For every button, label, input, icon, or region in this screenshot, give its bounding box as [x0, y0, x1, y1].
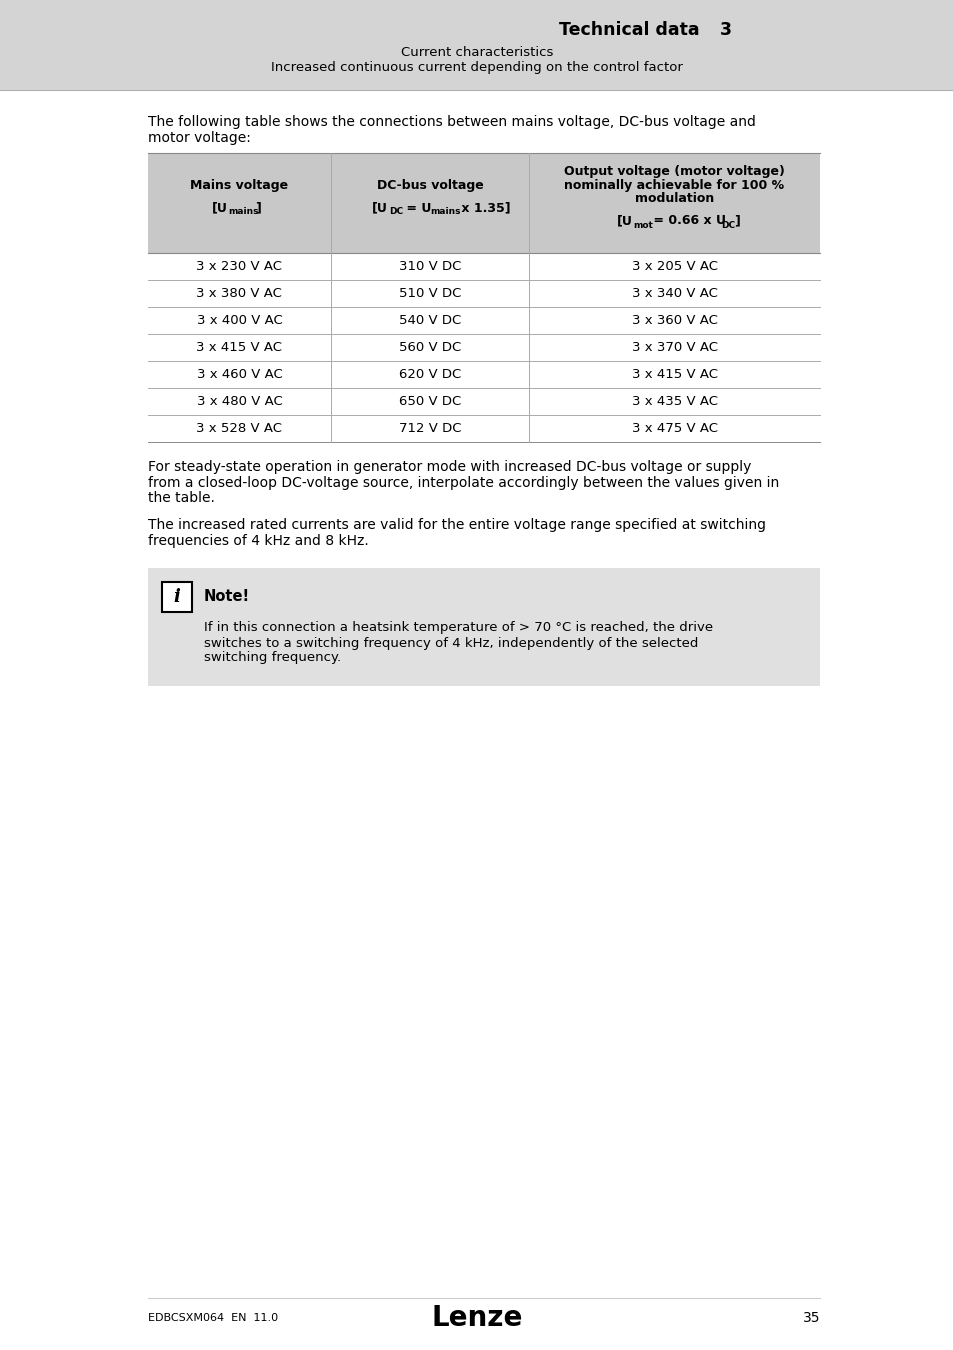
Text: i: i	[173, 587, 180, 606]
Text: 3 x 230 V AC: 3 x 230 V AC	[196, 261, 282, 273]
Text: Lenze: Lenze	[431, 1304, 522, 1332]
Text: ]: ]	[255, 201, 261, 215]
Bar	[148, 567, 820, 686]
Text: 510 V DC: 510 V DC	[398, 288, 460, 300]
Text: 3 x 528 V AC: 3 x 528 V AC	[196, 423, 282, 435]
Bar	[148, 333, 820, 360]
Bar	[162, 582, 192, 612]
Text: 3 x 205 V AC: 3 x 205 V AC	[631, 261, 717, 273]
Text: DC: DC	[720, 220, 735, 230]
Text: DC: DC	[389, 208, 402, 216]
Text: switching frequency.: switching frequency.	[204, 652, 341, 664]
Text: the table.: the table.	[148, 491, 214, 505]
Text: 540 V DC: 540 V DC	[398, 315, 460, 327]
Text: Mains voltage: Mains voltage	[191, 178, 288, 192]
Bar	[148, 306, 820, 333]
Text: x 1.35]: x 1.35]	[456, 201, 510, 215]
Text: The increased rated currents are valid for the entire voltage range specified at: The increased rated currents are valid f…	[148, 518, 765, 532]
Text: EDBCSXM064  EN  11.0: EDBCSXM064 EN 11.0	[148, 1314, 278, 1323]
Text: Output voltage (motor voltage): Output voltage (motor voltage)	[563, 165, 784, 177]
Text: = U: = U	[401, 201, 431, 215]
Text: nominally achievable for 100 %: nominally achievable for 100 %	[564, 178, 783, 192]
Text: frequencies of 4 kHz and 8 kHz.: frequencies of 4 kHz and 8 kHz.	[148, 535, 369, 548]
Text: The following table shows the connections between mains voltage, DC-bus voltage : The following table shows the connection…	[148, 115, 755, 130]
Text: switches to a switching frequency of 4 kHz, independently of the selected: switches to a switching frequency of 4 k…	[204, 636, 698, 649]
Text: 3 x 480 V AC: 3 x 480 V AC	[196, 396, 282, 408]
Text: 712 V DC: 712 V DC	[398, 423, 460, 435]
Text: 310 V DC: 310 V DC	[398, 261, 460, 273]
Bar	[148, 360, 820, 387]
Text: = 0.66 x U: = 0.66 x U	[648, 215, 724, 228]
Bar	[148, 279, 820, 306]
Text: 3 x 460 V AC: 3 x 460 V AC	[196, 369, 282, 381]
Bar	[148, 414, 820, 441]
Text: Note!: Note!	[204, 589, 250, 603]
Text: DC-bus voltage: DC-bus voltage	[376, 178, 483, 192]
Text: 3 x 340 V AC: 3 x 340 V AC	[631, 288, 717, 300]
Text: Technical data: Technical data	[558, 22, 700, 39]
Text: mains: mains	[228, 208, 258, 216]
Text: For steady-state operation in generator mode with increased DC-bus voltage or su: For steady-state operation in generator …	[148, 460, 751, 474]
Text: motor voltage:: motor voltage:	[148, 131, 251, 144]
Text: from a closed-loop DC-voltage source, interpolate accordingly between the values: from a closed-loop DC-voltage source, in…	[148, 475, 779, 490]
Text: 3 x 435 V AC: 3 x 435 V AC	[631, 396, 717, 408]
Bar	[148, 252, 820, 279]
Text: 3: 3	[720, 22, 731, 39]
Bar	[148, 387, 820, 414]
Text: 3 x 475 V AC: 3 x 475 V AC	[631, 423, 717, 435]
Text: 3 x 415 V AC: 3 x 415 V AC	[631, 369, 717, 381]
Text: 620 V DC: 620 V DC	[398, 369, 460, 381]
Text: mains: mains	[430, 208, 460, 216]
Text: [U: [U	[212, 201, 227, 215]
Text: If in this connection a heatsink temperature of > 70 °C is reached, the drive: If in this connection a heatsink tempera…	[204, 621, 713, 634]
Text: mot: mot	[633, 220, 653, 230]
Text: 650 V DC: 650 V DC	[398, 396, 460, 408]
Text: 3 x 415 V AC: 3 x 415 V AC	[196, 342, 282, 354]
Bar	[148, 153, 820, 252]
Text: 3 x 400 V AC: 3 x 400 V AC	[196, 315, 282, 327]
Text: 3 x 380 V AC: 3 x 380 V AC	[196, 288, 282, 300]
Text: [U: [U	[372, 201, 387, 215]
Text: 3 x 370 V AC: 3 x 370 V AC	[631, 342, 717, 354]
Text: 3 x 360 V AC: 3 x 360 V AC	[631, 315, 717, 327]
Text: [U: [U	[616, 215, 632, 228]
Text: ]: ]	[734, 215, 740, 228]
Bar	[0, 0, 953, 90]
Text: 35: 35	[801, 1311, 820, 1324]
Text: modulation: modulation	[634, 193, 714, 205]
Text: Increased continuous current depending on the control factor: Increased continuous current depending o…	[271, 62, 682, 74]
Text: Current characteristics: Current characteristics	[400, 46, 553, 58]
Text: 560 V DC: 560 V DC	[398, 342, 460, 354]
